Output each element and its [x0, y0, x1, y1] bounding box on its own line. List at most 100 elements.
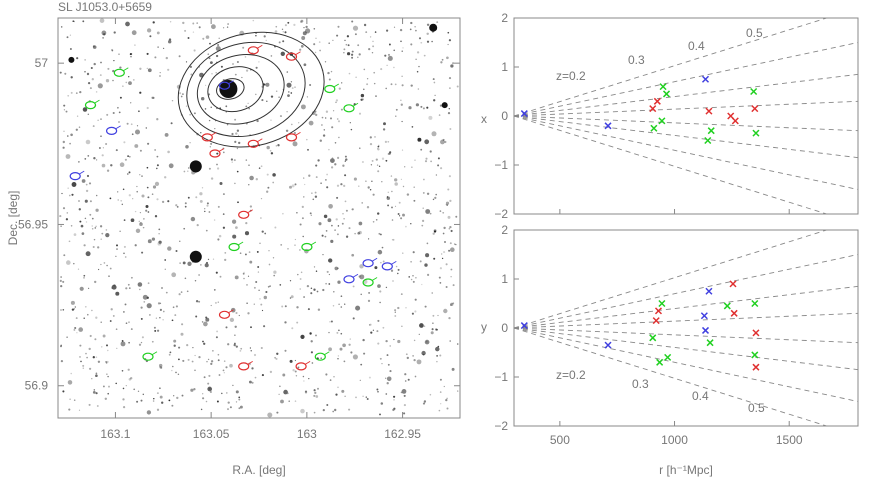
member-leader — [78, 170, 85, 175]
member-leader — [237, 241, 244, 246]
background-source — [139, 149, 142, 152]
background-source — [122, 398, 125, 401]
background-source — [257, 266, 260, 268]
background-source — [109, 197, 112, 200]
background-source — [320, 182, 322, 185]
background-source — [236, 129, 240, 132]
member-marker — [218, 310, 231, 319]
background-source — [159, 317, 161, 319]
background-source — [303, 380, 305, 382]
background-source — [98, 147, 101, 149]
background-source — [379, 301, 381, 304]
background-source — [132, 79, 135, 81]
background-source — [300, 44, 304, 48]
background-source — [308, 377, 310, 380]
background-source — [324, 235, 327, 238]
background-source — [410, 223, 412, 225]
background-source — [425, 157, 428, 160]
data-point — [664, 353, 672, 361]
redshift-line — [514, 230, 829, 329]
background-source — [154, 56, 157, 59]
background-source — [215, 271, 218, 274]
background-source — [235, 226, 238, 229]
bright-star — [219, 80, 238, 98]
background-source — [390, 175, 393, 177]
background-source — [422, 402, 426, 405]
background-source — [414, 375, 417, 378]
data-point — [604, 341, 612, 349]
background-source — [208, 167, 211, 170]
background-source — [178, 55, 181, 58]
background-source — [417, 137, 422, 142]
background-source — [180, 291, 183, 293]
background-source — [207, 386, 213, 392]
background-source — [393, 338, 395, 341]
background-source — [414, 26, 416, 28]
background-source — [130, 123, 133, 126]
background-source — [238, 407, 241, 410]
background-source — [181, 323, 184, 326]
background-source — [74, 326, 77, 330]
background-source — [313, 288, 316, 291]
member-leader — [151, 351, 158, 356]
background-source — [86, 356, 88, 359]
background-source — [336, 34, 339, 37]
background-source — [393, 399, 395, 401]
background-source — [261, 309, 264, 312]
background-source — [105, 362, 108, 364]
background-source — [119, 96, 122, 99]
background-source — [325, 110, 329, 113]
background-source — [67, 135, 69, 137]
background-source — [387, 191, 390, 194]
background-source — [127, 155, 129, 157]
background-source — [107, 349, 109, 352]
background-source — [379, 357, 382, 360]
background-source — [335, 393, 338, 396]
background-source — [318, 41, 321, 43]
background-source — [146, 106, 149, 110]
background-source — [386, 29, 389, 32]
background-source — [304, 183, 306, 186]
data-point — [652, 317, 660, 325]
background-source — [146, 186, 149, 189]
sky-map-xlabel: R.A. [deg] — [232, 463, 285, 477]
background-source — [369, 189, 372, 191]
background-source — [394, 315, 397, 317]
background-source — [178, 293, 181, 296]
member-leader — [94, 99, 100, 104]
background-source — [266, 173, 269, 176]
background-source — [70, 133, 73, 137]
background-source — [123, 311, 125, 313]
background-source — [328, 283, 331, 285]
background-source — [451, 367, 455, 371]
background-source — [59, 279, 62, 283]
background-source — [70, 91, 73, 94]
background-source — [82, 364, 85, 367]
background-source — [146, 67, 148, 70]
background-source — [153, 397, 155, 400]
member-leader — [295, 132, 301, 136]
background-source — [100, 321, 102, 323]
redshift-label: z=0.2 — [556, 368, 586, 382]
background-source — [77, 268, 80, 270]
background-source — [119, 162, 125, 167]
background-source — [330, 239, 334, 243]
background-source — [420, 105, 423, 108]
background-source — [78, 208, 81, 211]
background-source — [320, 357, 323, 360]
background-source — [118, 53, 120, 55]
background-source — [432, 78, 435, 81]
background-source — [403, 394, 406, 397]
background-source — [82, 20, 85, 23]
background-source — [242, 46, 245, 49]
background-source — [400, 99, 402, 101]
background-source — [334, 408, 337, 412]
background-source — [159, 395, 163, 399]
data-point — [656, 358, 664, 366]
background-source — [433, 99, 436, 102]
background-source — [146, 303, 152, 309]
background-source — [183, 227, 186, 230]
background-source — [377, 212, 380, 215]
background-source — [221, 392, 223, 395]
background-source — [213, 289, 216, 291]
